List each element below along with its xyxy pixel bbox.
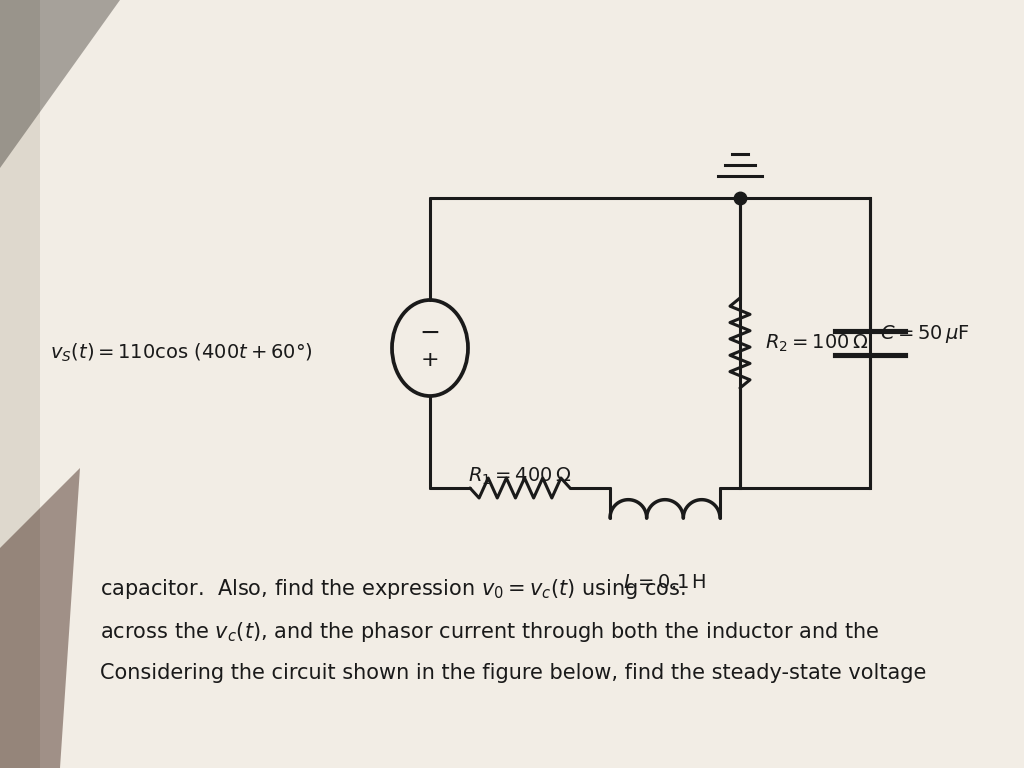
Text: capacitor.  Also, find the expression $v_0 = v_c(t)$ using cos.: capacitor. Also, find the expression $v_… [100,577,686,601]
Polygon shape [0,0,120,168]
Bar [0,0,40,768]
Text: $R_1 = 400\,\Omega$: $R_1 = 400\,\Omega$ [468,466,571,488]
Text: −: − [420,321,440,345]
Text: $R_2 = 100\,\Omega$: $R_2 = 100\,\Omega$ [765,333,868,353]
Text: $v_S(t) = 110\cos\,(400t + 60°)$: $v_S(t) = 110\cos\,(400t + 60°)$ [50,342,313,364]
Text: $C = 50\,\mu\mathrm{F}$: $C = 50\,\mu\mathrm{F}$ [880,323,970,345]
Text: $L = 0.1\,\mathrm{H}$: $L = 0.1\,\mathrm{H}$ [624,573,707,592]
Text: +: + [421,350,439,370]
Text: across the $v_c(t)$, and the phasor current through both the inductor and the: across the $v_c(t)$, and the phasor curr… [100,620,880,644]
Polygon shape [0,468,80,768]
Text: Considering the circuit shown in the figure below, find the steady-state voltage: Considering the circuit shown in the fig… [100,663,927,683]
